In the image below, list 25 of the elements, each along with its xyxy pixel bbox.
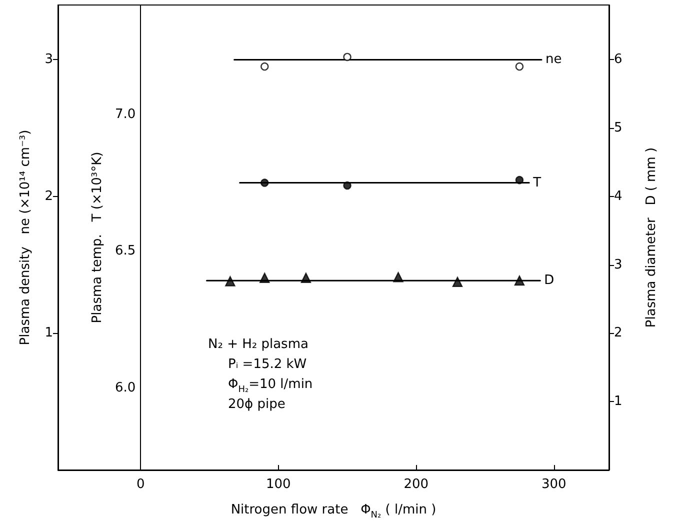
y3-tick-label: 2 [614,326,622,341]
y2-tick-label: 7.0 [114,106,136,122]
x-tick-label: 0 [136,477,145,492]
y3-tick-label: 3 [614,257,622,272]
y-tick-label: 3 [44,52,53,68]
y-tick-label: 2 [44,188,53,204]
y-tick-label: 1 [44,326,53,341]
x-tick-label: 100 [266,477,291,492]
y3-axis-title: Plasma diameter D ( mm ) [644,147,659,328]
y-axis-title: Plasma density ne (×10¹⁴ cm⁻³) [18,130,33,346]
y2-axis-title: Plasma temp. T (×10³°K) [90,152,106,324]
x-tick-label: 200 [404,477,429,492]
series-label: ne [546,52,562,68]
y3-tick-label: 6 [614,52,622,68]
y2-tick-label: 6.0 [114,380,136,396]
y3-tick-label: 1 [614,394,622,410]
y3-tick-label: 5 [614,120,622,136]
annotation: Pᵢ =15.2 kW [228,357,307,372]
series-label: T [532,175,542,190]
y2-tick-label: 6.5 [114,244,136,259]
series-label: D [544,273,554,288]
annotation: N₂ + H₂ plasma [208,337,308,352]
x-tick-label: 300 [541,477,566,492]
annotation: 20ϕ pipe [228,397,286,412]
y3-tick-label: 4 [614,188,622,204]
